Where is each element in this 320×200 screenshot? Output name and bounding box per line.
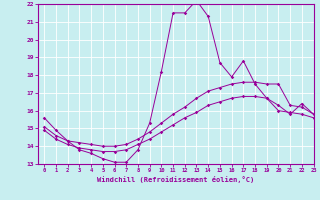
X-axis label: Windchill (Refroidissement éolien,°C): Windchill (Refroidissement éolien,°C) [97,176,255,183]
